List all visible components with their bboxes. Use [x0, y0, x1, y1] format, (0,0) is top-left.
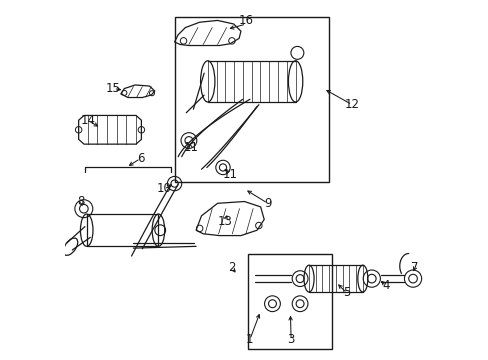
- Text: 14: 14: [81, 114, 96, 127]
- Text: 9: 9: [264, 197, 271, 210]
- Text: 6: 6: [137, 152, 144, 165]
- Text: 15: 15: [106, 82, 121, 95]
- Text: 7: 7: [410, 261, 418, 274]
- Text: 3: 3: [287, 333, 294, 346]
- Text: 10: 10: [156, 183, 171, 195]
- Text: 16: 16: [238, 14, 253, 27]
- Text: 11: 11: [183, 141, 198, 154]
- Text: 11: 11: [222, 168, 237, 181]
- Bar: [174, 17, 328, 182]
- Text: 2: 2: [228, 261, 235, 274]
- Text: 12: 12: [344, 98, 359, 111]
- Text: 8: 8: [78, 195, 85, 208]
- Text: 1: 1: [245, 333, 253, 346]
- Text: 4: 4: [382, 279, 389, 292]
- Bar: [247, 253, 332, 348]
- Text: 5: 5: [342, 287, 350, 300]
- Text: 13: 13: [217, 215, 232, 228]
